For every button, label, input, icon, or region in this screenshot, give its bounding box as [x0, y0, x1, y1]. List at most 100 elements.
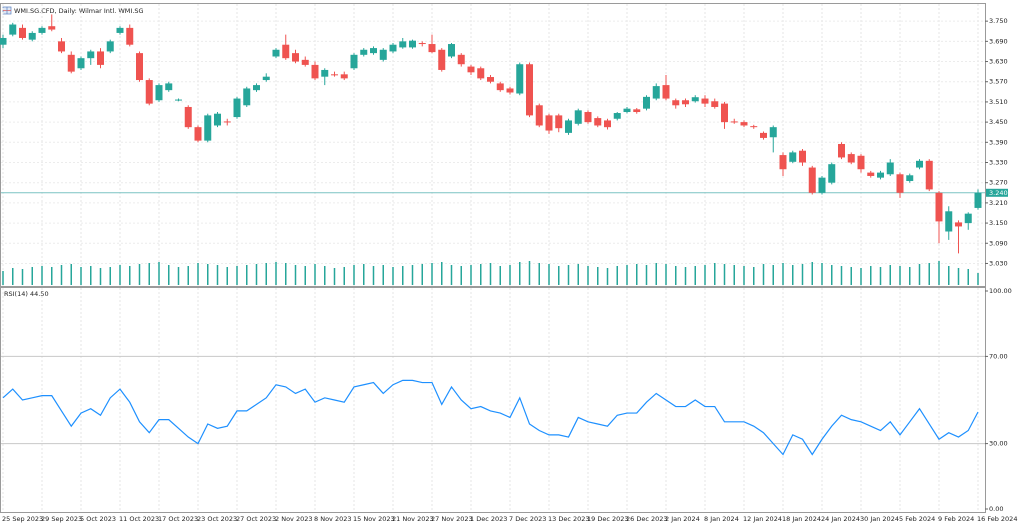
candle-body	[194, 127, 202, 141]
volume-bar	[772, 265, 774, 285]
candle-body	[379, 49, 387, 60]
y-tick-label: 3.690	[989, 37, 1008, 45]
candle-body	[409, 40, 416, 48]
candle-body	[262, 76, 270, 81]
candle-body	[691, 97, 699, 102]
candle-body	[428, 44, 436, 53]
candle-body	[9, 24, 17, 35]
candle-body	[643, 96, 650, 109]
volume-bar	[31, 267, 33, 285]
volume-bar	[460, 266, 462, 285]
candle-body	[243, 88, 251, 106]
candle-body	[535, 105, 543, 126]
volume-bar	[129, 266, 131, 285]
candle-body	[311, 64, 319, 79]
candle-body	[779, 155, 787, 170]
volume-bar	[840, 266, 843, 285]
volume-bar	[421, 264, 423, 285]
candle-body	[496, 83, 504, 91]
volume-bar	[967, 269, 969, 285]
candle-body	[457, 54, 465, 65]
volume-bar	[567, 265, 570, 285]
volume-bar	[655, 263, 657, 285]
x-tick-label: 5 Oct 2023	[80, 515, 116, 523]
y-tick-label: 3.150	[989, 219, 1008, 227]
volume-bar	[285, 263, 287, 285]
candle-body	[808, 167, 816, 193]
volume-bar	[899, 266, 901, 285]
volume-bar	[597, 267, 599, 285]
candle-body	[955, 222, 962, 227]
x-tick-label: 27 Oct 2023	[236, 515, 276, 523]
volume-bar	[480, 264, 482, 285]
volume-bar	[665, 264, 667, 285]
candle-body	[516, 64, 524, 94]
volume-bar	[938, 261, 940, 285]
volume-bar	[275, 262, 277, 285]
candle-body	[67, 54, 75, 72]
candle-body	[145, 80, 153, 104]
volume-bar	[957, 268, 960, 285]
candle-body	[604, 120, 611, 128]
candle-body	[847, 154, 855, 163]
x-tick-label: 2 Jan 2024	[665, 515, 700, 523]
volume-bar	[2, 271, 4, 285]
last-price-label: 3.240	[989, 189, 1008, 197]
candle-body	[175, 99, 182, 101]
volume-bar	[538, 263, 540, 285]
candle-body	[838, 143, 845, 158]
volume-bar	[158, 262, 160, 285]
volume-bar	[372, 266, 375, 285]
candle-body	[526, 64, 533, 116]
candle-body	[97, 51, 104, 65]
volume-bar	[870, 266, 872, 285]
volume-bar	[811, 262, 813, 285]
volume-bar	[21, 269, 24, 285]
candle-body	[321, 69, 329, 77]
x-tick-label: 12 Jan 2024	[743, 515, 782, 523]
volume-bar	[138, 264, 141, 285]
volume-bar	[255, 264, 258, 285]
candle-body	[19, 27, 26, 38]
x-tick-label: 27 Nov 2023	[431, 515, 473, 523]
volume-bar	[977, 273, 979, 285]
volume-bar	[70, 264, 72, 285]
volume-bar	[187, 266, 189, 285]
candle-body	[974, 192, 982, 208]
candle-body	[877, 172, 884, 178]
y-tick-label: 3.450	[989, 118, 1008, 126]
x-tick-label: 26 Dec 2023	[626, 515, 668, 523]
candle-body	[87, 51, 95, 59]
volume-bar	[304, 266, 306, 285]
candle-body	[789, 152, 797, 162]
volume-bar	[733, 265, 735, 285]
candle-body	[360, 49, 368, 55]
candle-body	[233, 98, 241, 118]
candle-body	[818, 177, 826, 193]
y-tick-label: 3.270	[989, 179, 1008, 187]
volume-bar	[109, 267, 111, 285]
volume-bar	[119, 265, 121, 285]
x-tick-label: 16 Feb 2024	[977, 515, 1017, 523]
volume-bar	[265, 263, 267, 285]
candle-body	[701, 98, 709, 104]
volume-bar	[626, 265, 628, 285]
volume-bar	[402, 266, 404, 285]
candle-body	[935, 192, 943, 222]
candle-body	[77, 58, 85, 69]
x-tick-label: 15 Nov 2023	[353, 515, 395, 523]
candle-body	[184, 106, 192, 128]
volume-bar	[860, 268, 862, 285]
volume-bar	[723, 264, 726, 285]
candle-body	[750, 126, 758, 128]
x-tick-label: 25 Sep 2023	[2, 515, 43, 523]
y-tick-label: 3.510	[989, 98, 1008, 106]
volume-bar	[509, 265, 511, 285]
volume-bar	[216, 265, 219, 285]
last-price-box	[986, 188, 1008, 197]
candle-body	[155, 85, 163, 101]
candle-body	[857, 155, 865, 170]
candle-body	[769, 127, 777, 138]
volume-bar	[80, 267, 82, 285]
